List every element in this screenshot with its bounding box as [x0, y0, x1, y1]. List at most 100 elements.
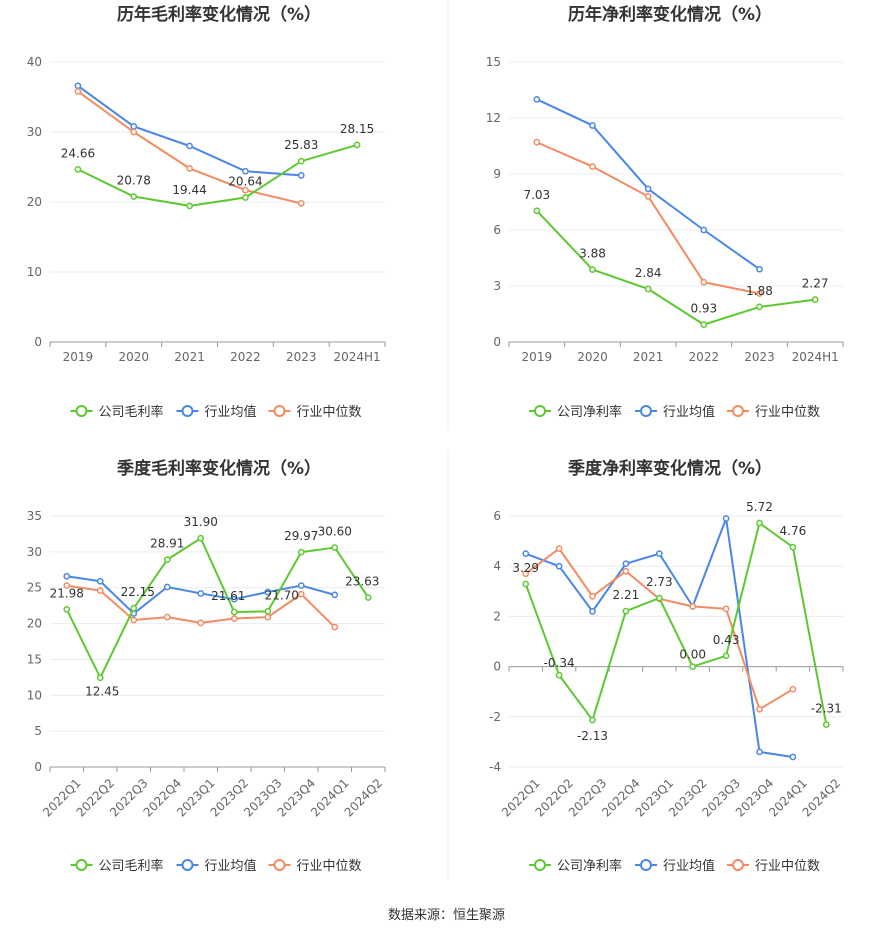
legend-marker	[181, 859, 194, 871]
y-tick-label: 30	[27, 545, 42, 559]
legend-label: 公司净利率	[557, 404, 622, 420]
data-point-median	[96, 587, 104, 594]
x-tick-label: 2022	[230, 350, 261, 364]
data-label: 2.84	[635, 266, 662, 280]
data-label: 0.00	[679, 648, 706, 662]
data-label: 28.91	[150, 537, 184, 551]
legend-marker	[273, 859, 286, 871]
chart-annual-gross-margin: 历年毛利率变化情况（%） 0 10 20 30 40 2019 2020 2021 2022 202…	[27, 4, 386, 420]
data-point-company	[789, 543, 797, 551]
data-point-median	[756, 290, 763, 297]
data-point-avg	[130, 123, 138, 130]
data-label: 19.44	[172, 183, 206, 197]
y-tick-label: 0	[34, 335, 42, 349]
y-tick-label: -2	[489, 710, 501, 724]
data-point-company	[722, 652, 730, 660]
data-label: 7.03	[523, 188, 550, 202]
y-tick-label: 4	[493, 559, 501, 573]
data-label: 28.15	[340, 122, 374, 136]
data-point-company	[700, 321, 708, 328]
data-label: 20.78	[117, 174, 151, 188]
data-label: 2.73	[646, 575, 673, 589]
data-point-avg	[756, 265, 763, 273]
series-line-company	[77, 143, 358, 207]
y-tick-label: 25	[27, 581, 42, 595]
legend-item-median: 行业中位数	[727, 405, 820, 420]
y-tick-label: 10	[27, 688, 42, 702]
series-line-company	[536, 210, 816, 326]
y-tick-label: 20	[27, 617, 42, 631]
x-tick-label: 2019	[63, 350, 94, 364]
data-label: 30.60	[318, 525, 352, 539]
legend-marker	[75, 405, 88, 417]
data-point-avg	[700, 226, 708, 234]
data-point-company	[297, 157, 305, 165]
y-tick-label: 15	[486, 55, 501, 69]
legend-item-median: 行业中位数	[727, 859, 820, 874]
legend-marker	[640, 405, 652, 417]
data-point-company	[364, 594, 372, 601]
data-point-company	[555, 671, 563, 679]
legend-marker	[181, 405, 194, 417]
data-point-company	[264, 608, 272, 615]
data-point-company	[186, 202, 193, 210]
legend-item-company: 公司毛利率	[70, 404, 164, 420]
data-label: 3.88	[579, 247, 606, 261]
data-point-median	[74, 88, 82, 95]
data-point-median	[230, 615, 238, 622]
chart-title: 历年毛利率变化情况（%）	[117, 4, 321, 25]
chart-annual-net-margin: 历年净利率变化情况（%） 0 3 6 9 12 15 2019 2020 2021 2022 2023…	[486, 4, 844, 420]
data-point-avg	[197, 590, 205, 597]
legend-item-avg: 行业均值	[635, 858, 715, 874]
data-point-company	[242, 194, 249, 201]
x-tick-label: 2022	[689, 350, 720, 364]
data-label: 2.27	[802, 277, 829, 291]
data-point-median	[789, 685, 797, 693]
data-point-company	[689, 663, 697, 670]
data-point-median	[186, 165, 193, 172]
data-point-avg	[589, 122, 596, 129]
data-point-company	[130, 193, 138, 200]
legend-label: 行业均值	[205, 858, 257, 874]
data-point-median	[756, 705, 763, 713]
legend-item-avg: 行业均值	[176, 404, 257, 420]
y-tick-label: 5	[34, 724, 42, 738]
data-point-avg	[622, 560, 630, 568]
y-tick-label: 0	[34, 760, 42, 774]
x-tick-label: 2023	[286, 350, 317, 364]
data-point-avg	[264, 588, 272, 596]
y-tick-label: 9	[493, 167, 501, 181]
data-point-median	[533, 138, 541, 146]
data-label: 24.66	[61, 146, 95, 160]
data-point-avg	[589, 608, 596, 615]
data-label: 5.72	[746, 500, 773, 514]
series-line-company	[524, 522, 828, 725]
data-point-company	[644, 285, 652, 293]
legend-marker	[534, 859, 546, 871]
data-point-company	[589, 716, 596, 724]
data-point-company	[197, 534, 205, 542]
data-point-company	[811, 296, 819, 303]
data-point-median	[331, 623, 339, 631]
x-tick-label: 2024H1	[792, 350, 839, 364]
legend-label: 公司净利率	[557, 858, 622, 874]
legend-label: 公司毛利率	[99, 404, 164, 420]
data-point-avg	[533, 95, 541, 103]
data-point-avg	[63, 572, 71, 580]
x-tick-label: 2020	[577, 350, 608, 364]
legend-marker	[534, 405, 546, 417]
data-label: 21.70	[265, 588, 299, 602]
data-point-median	[522, 570, 530, 578]
data-point-avg	[74, 82, 82, 90]
data-point-avg	[722, 515, 730, 522]
data-point-company	[230, 608, 238, 616]
data-point-avg	[297, 172, 305, 179]
x-tick-label: 2021	[633, 350, 664, 364]
legend-item-median: 行业中位数	[268, 859, 362, 874]
data-point-company	[353, 141, 361, 149]
legend-item-median: 行业中位数	[268, 405, 362, 420]
data-point-median	[589, 163, 596, 170]
legend-item-company: 公司净利率	[529, 858, 622, 874]
data-point-company	[822, 721, 830, 728]
